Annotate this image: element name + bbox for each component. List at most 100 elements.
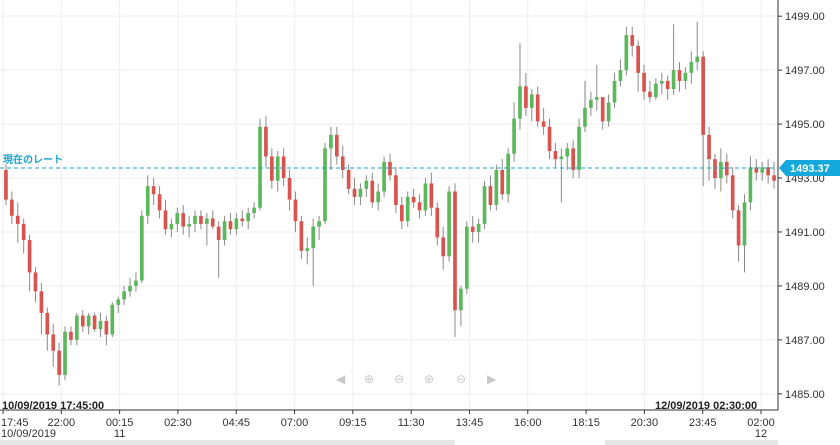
candle-down: [553, 151, 558, 160]
candle-down: [571, 148, 575, 170]
candle-up: [577, 126, 581, 170]
price-tick-label: 1499.00: [785, 11, 825, 23]
candle-up: [618, 70, 623, 81]
zoom-reset-icon[interactable]: ⊕: [424, 372, 434, 386]
candle-down: [69, 331, 73, 340]
candle-up: [134, 280, 138, 286]
candle-up: [671, 70, 676, 90]
current-rate-label: 現在のレート: [3, 153, 63, 166]
candle-up: [382, 161, 386, 192]
candle-up: [122, 291, 126, 300]
time-tick-sublabel: 10/09/2019: [1, 428, 56, 440]
candle-down: [636, 45, 640, 73]
zoom-out-icon[interactable]: ⊖: [394, 372, 404, 386]
candle-down: [754, 167, 759, 173]
candle-down: [736, 210, 741, 246]
candle-up: [187, 223, 191, 227]
candle-down: [270, 156, 274, 181]
candle-up: [695, 56, 700, 63]
candle-up: [311, 226, 316, 249]
candlesticks: [4, 21, 776, 386]
candle-up: [583, 107, 587, 127]
candle-up: [63, 331, 67, 375]
candle-down: [500, 169, 505, 195]
candle-down: [293, 199, 298, 222]
candle-down: [370, 180, 375, 203]
chart-controls[interactable]: ◀ ⊕ ⊖ ⊕ ⊖ ▶: [336, 372, 497, 386]
current-price-value: 1493.37: [790, 163, 830, 175]
candle-down: [92, 315, 97, 330]
candle-down: [648, 91, 652, 98]
candle-down: [340, 156, 345, 170]
time-tick-label: 02:30: [164, 417, 192, 429]
price-tick-label: 1485.00: [785, 389, 825, 401]
scroller-track[interactable]: [0, 440, 455, 445]
price-tick-label: 1489.00: [785, 281, 825, 293]
time-tick-label: 22:00: [48, 417, 76, 429]
candle-up: [606, 102, 611, 122]
candle-down: [346, 169, 351, 189]
candle-down: [524, 86, 528, 108]
candle-up: [110, 304, 115, 335]
candle-down: [441, 237, 446, 257]
candle-up: [358, 188, 363, 197]
candle-up: [683, 72, 688, 81]
range-end-label: 12/09/2019 02:30:00: [655, 400, 757, 412]
candle-up: [482, 186, 487, 224]
price-axis-background: [778, 0, 840, 410]
zoom-fit-icon[interactable]: ⊖: [456, 372, 466, 386]
candle-down: [394, 175, 398, 205]
scroll-left-icon[interactable]: ◀: [336, 372, 346, 386]
candle-up: [258, 126, 262, 208]
time-tick-label: 20:30: [631, 417, 659, 429]
candle-down: [287, 178, 292, 200]
time-tick-label: 09:15: [339, 417, 367, 429]
candle-up: [128, 285, 132, 292]
time-tick-label: 13:45: [456, 417, 484, 429]
candle-up: [116, 299, 121, 305]
candle-down: [334, 134, 339, 157]
candle-up: [193, 215, 197, 224]
candle-down: [163, 210, 168, 230]
price-tick-label: 1497.00: [785, 65, 825, 77]
candle-down: [724, 161, 729, 176]
candle-up: [748, 167, 753, 203]
candle-down: [240, 218, 245, 222]
candle-down: [39, 291, 44, 313]
candle-up: [169, 223, 174, 230]
candle-up: [518, 86, 522, 119]
candle-up: [145, 186, 150, 216]
time-tick-sublabel: 11: [114, 428, 125, 440]
time-tick-sublabel: 12: [755, 428, 767, 440]
candle-down: [453, 191, 457, 311]
candle-up: [654, 83, 658, 98]
candle-down: [665, 80, 670, 90]
candle-up: [75, 315, 79, 340]
candle-down: [417, 202, 422, 211]
candle-up: [464, 226, 469, 289]
candle-down: [642, 72, 646, 92]
candle-up: [205, 218, 209, 224]
candle-down: [411, 196, 416, 203]
candle-down: [701, 56, 705, 135]
zoom-in-icon[interactable]: ⊕: [364, 372, 374, 386]
candle-down: [429, 183, 434, 208]
candle-up: [760, 167, 765, 173]
candle-down: [299, 221, 304, 251]
candle-down: [470, 226, 475, 232]
candle-down: [713, 159, 717, 179]
candle-down: [104, 320, 109, 335]
candle-up: [565, 148, 570, 157]
candle-up: [476, 223, 481, 232]
scroll-right-icon[interactable]: ▶: [487, 372, 497, 386]
candle-up: [719, 161, 723, 179]
candle-down: [766, 167, 770, 176]
candle-up: [364, 180, 369, 189]
candle-up: [689, 62, 694, 73]
time-tick-label: 18:15: [572, 417, 600, 429]
candle-up: [405, 196, 410, 222]
time-tick-label: 00:15: [106, 417, 134, 429]
scroller-track-right[interactable]: [605, 440, 778, 445]
candle-down: [21, 223, 26, 241]
